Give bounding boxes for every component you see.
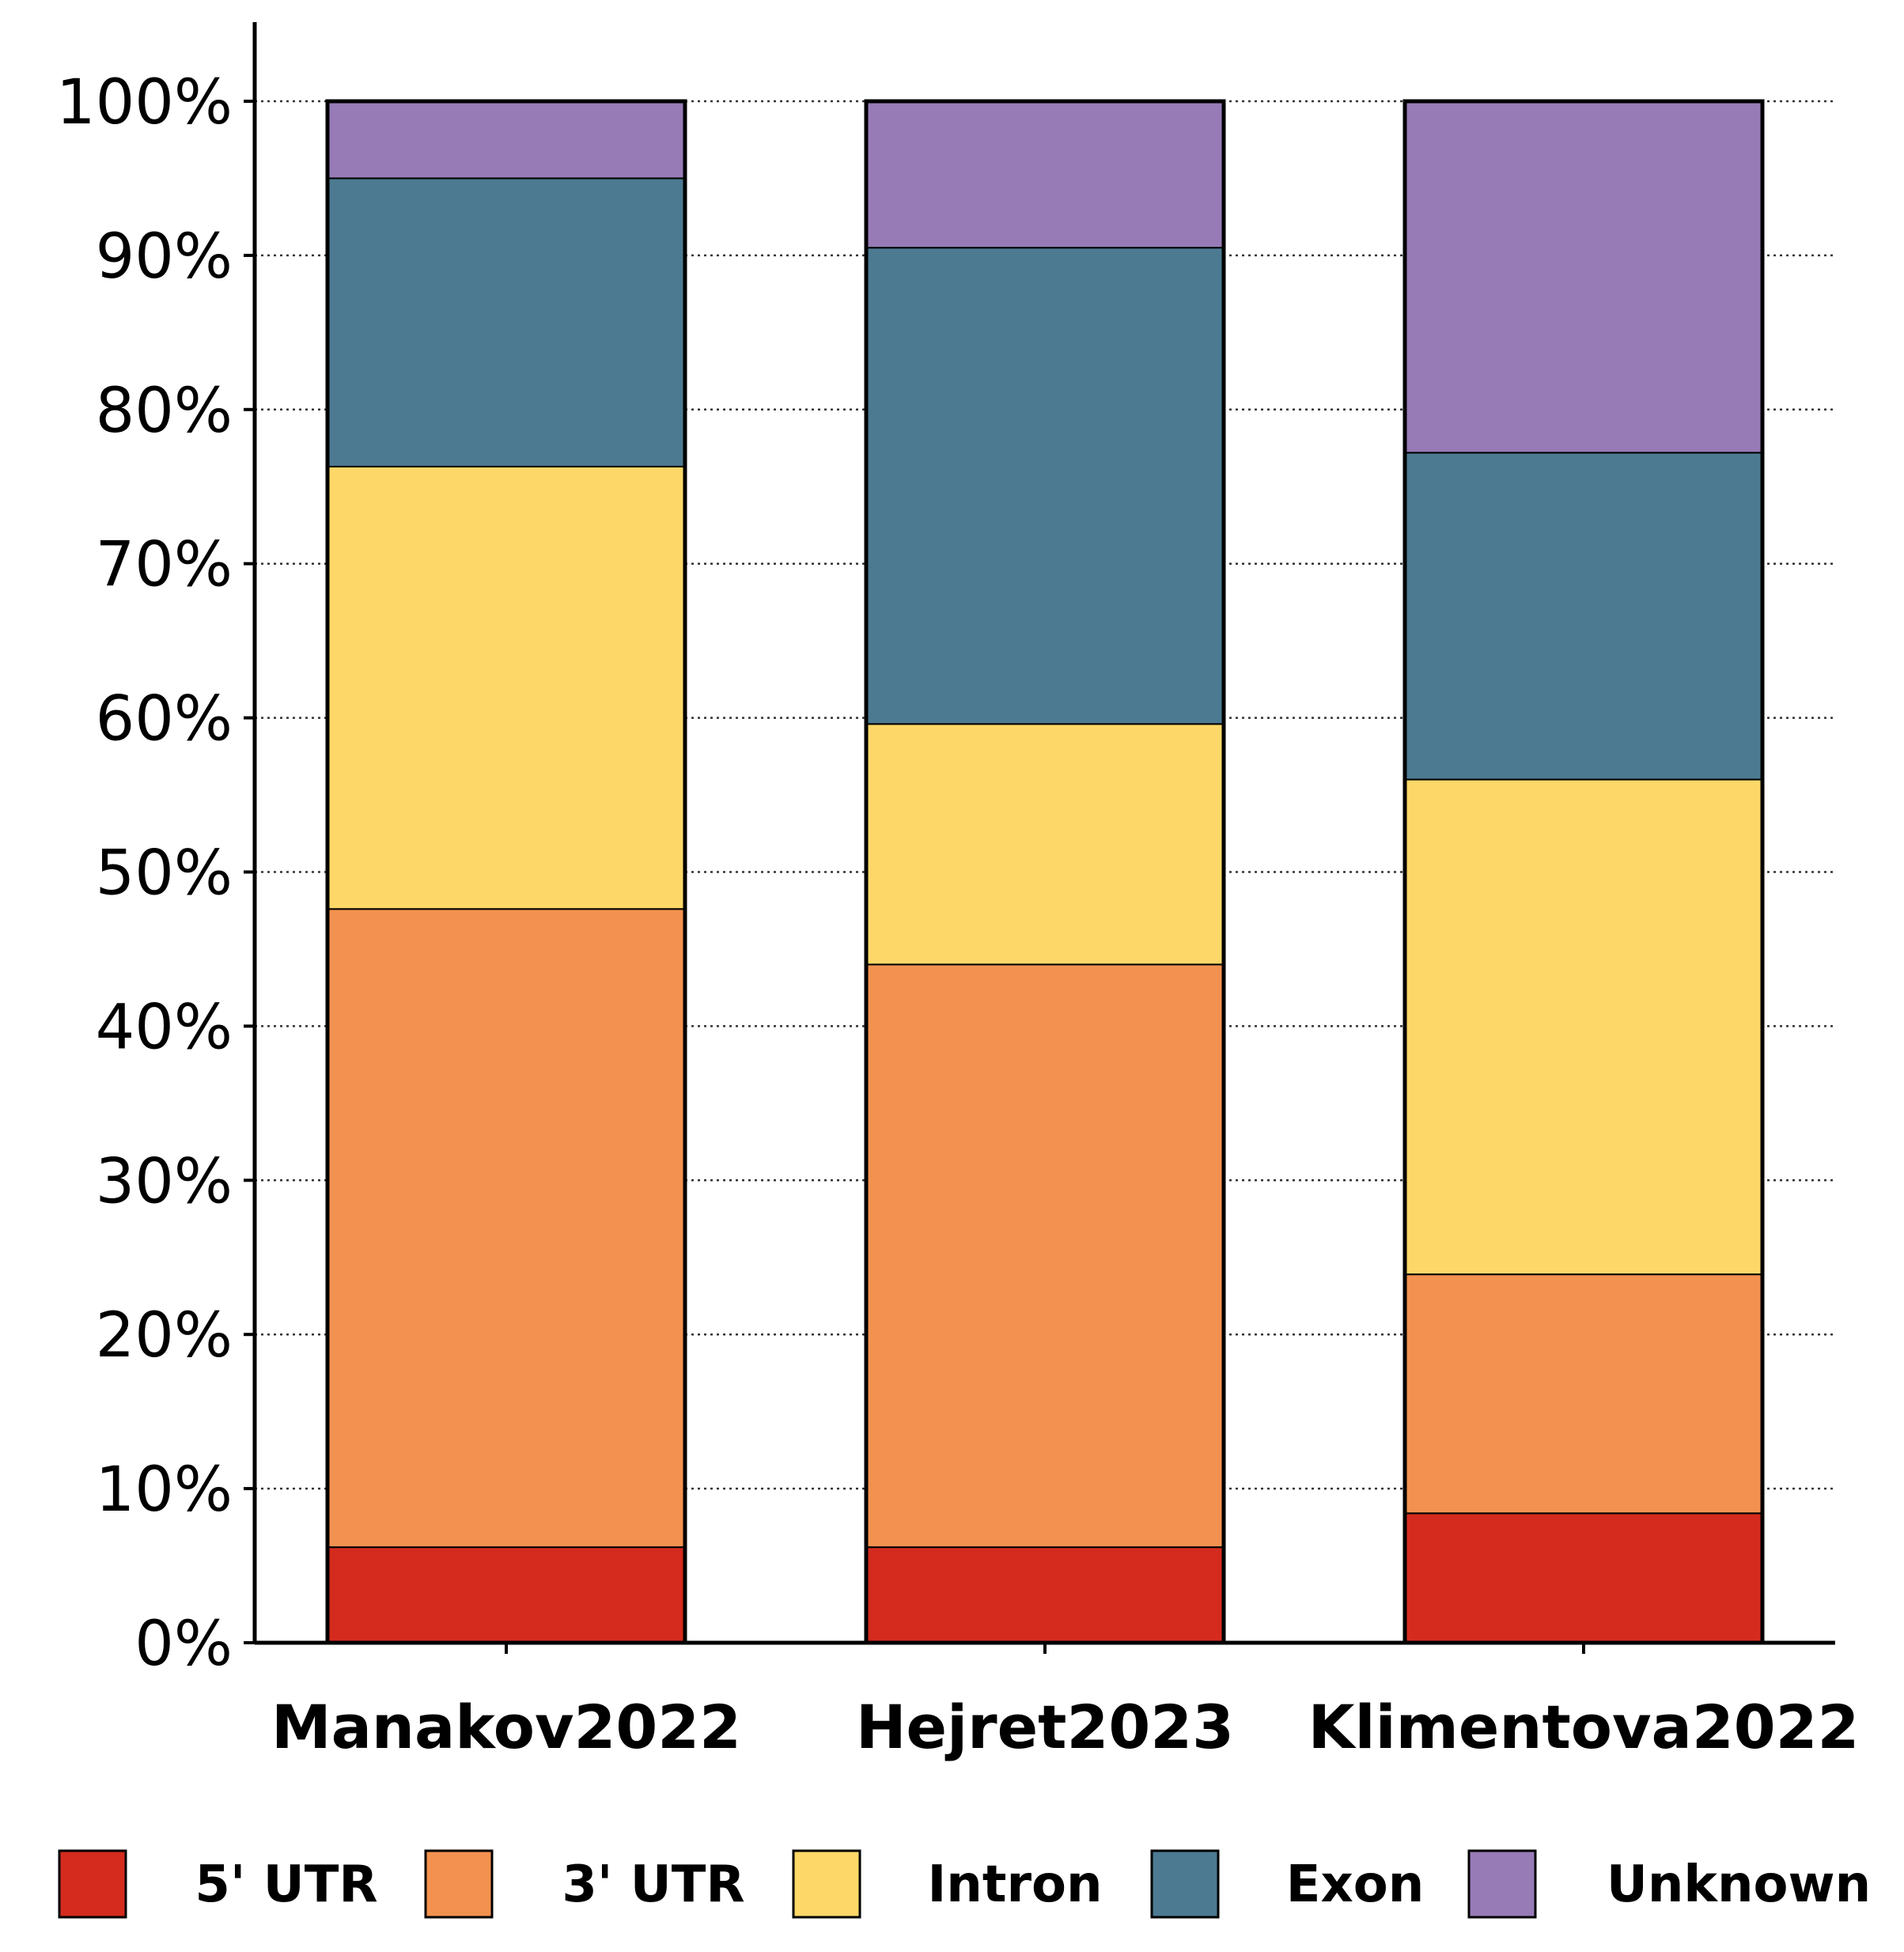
bar-segment-hejret2023-intron bbox=[865, 723, 1225, 966]
y-tick-label: 70% bbox=[96, 530, 233, 601]
x-tick-label-manakov2022: Manakov2022 bbox=[271, 1692, 741, 1762]
y-tick-label: 80% bbox=[96, 376, 233, 447]
bar-segment-klimentova2022-unknown bbox=[1404, 100, 1763, 454]
bar-segment-hejret2023-exon bbox=[865, 247, 1225, 725]
bars bbox=[325, 99, 1765, 1645]
bar-segment-hejret2023-5-utr bbox=[865, 1546, 1225, 1644]
bar-segment-klimentova2022-intron bbox=[1404, 778, 1763, 1276]
legend-label-5-utr: 5' UTR bbox=[195, 1856, 377, 1914]
y-tick-label: 0% bbox=[134, 1609, 233, 1680]
x-tick-label-klimentova2022: Klimentova2022 bbox=[1308, 1692, 1860, 1762]
bar-segment-klimentova2022-3-utr bbox=[1404, 1273, 1763, 1515]
y-tick-label: 10% bbox=[96, 1455, 233, 1526]
bar-segment-klimentova2022-exon bbox=[1404, 452, 1763, 781]
bar-segment-manakov2022-unknown bbox=[327, 100, 686, 180]
legend-label-3-utr: 3' UTR bbox=[562, 1856, 744, 1914]
bar-segment-hejret2023-unknown bbox=[865, 100, 1225, 249]
y-tick-label: 100% bbox=[56, 67, 233, 138]
legend-swatch-5-utr bbox=[58, 1849, 127, 1919]
bar-segment-manakov2022-3-utr bbox=[327, 908, 686, 1549]
x-tick-label-hejret2023: Hejret2023 bbox=[856, 1692, 1234, 1762]
legend-label-unknown: Unknown bbox=[1607, 1856, 1871, 1914]
y-tick-label: 60% bbox=[96, 684, 233, 755]
y-tick-label: 90% bbox=[96, 221, 233, 293]
legend-swatch-exon bbox=[1150, 1849, 1220, 1919]
legend-swatch-unknown bbox=[1467, 1849, 1537, 1919]
y-tick-label: 50% bbox=[96, 838, 233, 910]
bar-segment-manakov2022-5-utr bbox=[327, 1546, 686, 1644]
legend-swatch-intron bbox=[792, 1849, 861, 1919]
legend-label-exon: Exon bbox=[1286, 1856, 1425, 1914]
bar-segment-manakov2022-exon bbox=[327, 177, 686, 467]
legend-swatch-3-utr bbox=[424, 1849, 494, 1919]
bar-segment-manakov2022-intron bbox=[327, 465, 686, 910]
y-tick-label: 20% bbox=[96, 1300, 233, 1371]
bar-segment-hejret2023-3-utr bbox=[865, 963, 1225, 1549]
y-tick-label: 30% bbox=[96, 1146, 233, 1217]
y-tick-label: 40% bbox=[96, 992, 233, 1063]
legend: 5' UTR 3' UTR Intron Exon Unknown bbox=[58, 1849, 1871, 1919]
axes: 0% 10% 20% 30% 40% 50% 60% 70% 80% 90% 100% Manakov… bbox=[56, 22, 1859, 1762]
legend-label-intron: Intron bbox=[927, 1856, 1102, 1914]
bar-segment-klimentova2022-5-utr bbox=[1404, 1512, 1763, 1644]
